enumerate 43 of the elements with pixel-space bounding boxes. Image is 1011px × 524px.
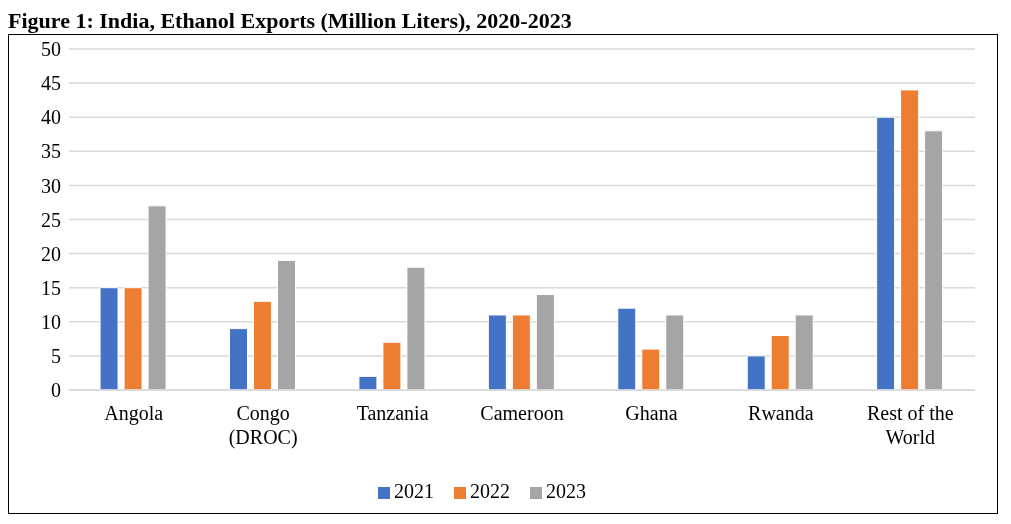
bar <box>770 334 790 390</box>
y-tick-label: 10 <box>41 310 61 333</box>
bar <box>252 300 272 390</box>
y-tick-label: 30 <box>41 174 61 197</box>
x-tick-label: Tanzania <box>356 402 429 424</box>
legend-label: 2022 <box>470 480 510 502</box>
y-tick-label: 35 <box>41 140 61 163</box>
bar <box>641 348 661 390</box>
bar <box>617 307 637 390</box>
bar <box>746 355 766 390</box>
x-tick-label: Angola <box>104 402 164 425</box>
bar <box>876 116 896 390</box>
chart-title: Figure 1: India, Ethanol Exports (Million Liters), 2020-2023 <box>8 8 573 34</box>
bar <box>99 287 119 390</box>
bar <box>276 259 296 390</box>
bar <box>487 314 507 390</box>
y-tick-label: 25 <box>41 208 61 231</box>
y-tick-label: 45 <box>41 72 61 95</box>
bar <box>924 130 944 390</box>
bar <box>511 314 531 390</box>
bar <box>382 341 402 390</box>
y-tick-label: 15 <box>41 276 61 299</box>
bar <box>665 314 685 390</box>
y-tick-label: 40 <box>41 106 61 129</box>
bar <box>406 266 426 390</box>
bar <box>900 89 920 390</box>
bar <box>794 314 814 390</box>
y-tick-label: 0 <box>51 379 61 402</box>
bar <box>358 375 378 390</box>
bar <box>535 294 555 390</box>
bar <box>123 287 143 390</box>
x-tick-label: Cameroon <box>480 402 564 424</box>
x-tick-label: Congo (DROC) <box>228 402 298 449</box>
y-tick-label: 50 <box>41 38 61 61</box>
x-tick-label: Rwanda <box>748 402 814 424</box>
legend-label: 2021 <box>394 480 434 502</box>
bar <box>147 205 167 390</box>
x-tick-label: Rest of the World <box>866 402 954 448</box>
x-tick-label: Ghana <box>625 402 678 424</box>
y-tick-label: 5 <box>51 345 61 367</box>
y-tick-label: 20 <box>41 242 61 265</box>
legend-label: 2023 <box>546 480 586 502</box>
bar <box>228 328 248 390</box>
